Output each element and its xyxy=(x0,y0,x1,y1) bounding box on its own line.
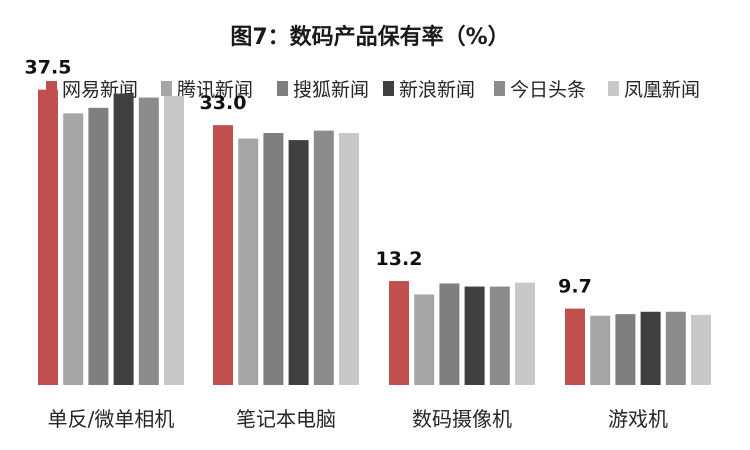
bar xyxy=(590,315,611,385)
legend-label: 今日头条 xyxy=(510,79,586,101)
bar xyxy=(665,311,686,385)
category-axis: 单反/微单相机 笔记本电脑 数码摄像机 游戏机 xyxy=(48,407,668,431)
category-label: 单反/微单相机 xyxy=(48,407,175,431)
category-label: 笔记本电脑 xyxy=(236,407,336,431)
category-label: 数码摄像机 xyxy=(412,407,512,431)
bar xyxy=(88,107,109,386)
bar xyxy=(238,138,259,385)
bar-groups xyxy=(38,89,711,386)
bar xyxy=(288,140,309,385)
bar xyxy=(339,133,359,385)
data-label: 33.0 xyxy=(200,92,247,114)
bar xyxy=(164,95,184,386)
bar xyxy=(640,311,661,385)
legend-swatch xyxy=(277,81,288,96)
legend-label: 新浪新闻 xyxy=(399,79,475,101)
data-label: 9.7 xyxy=(558,276,592,298)
legend-swatch xyxy=(383,81,394,96)
legend-swatch xyxy=(46,81,57,96)
bar xyxy=(565,308,585,385)
legend-label: 搜狐新闻 xyxy=(293,79,369,101)
bar xyxy=(389,281,409,385)
bar xyxy=(313,130,334,385)
legend: 网易新闻 腾讯新闻 搜狐新闻 新浪新闻 今日头条 凤凰新闻 xyxy=(46,79,700,101)
bar xyxy=(113,93,134,385)
bar xyxy=(691,314,711,385)
bar xyxy=(213,125,233,385)
bar xyxy=(615,314,636,385)
legend-swatch xyxy=(494,81,505,96)
bar xyxy=(138,97,159,385)
legend-swatch xyxy=(608,81,619,96)
data-label: 13.2 xyxy=(376,248,423,270)
legend-label: 凤凰新闻 xyxy=(624,79,700,101)
legend-swatch xyxy=(161,81,172,96)
category-label: 游戏机 xyxy=(608,407,668,431)
bar xyxy=(414,294,435,385)
bar xyxy=(464,286,485,385)
bar xyxy=(489,286,510,385)
legend-label: 腾讯新闻 xyxy=(177,79,253,101)
data-label: 37.5 xyxy=(25,57,72,79)
chart-title: 图7：数码产品保有率（%） xyxy=(230,24,509,50)
bar xyxy=(515,282,535,385)
bar xyxy=(38,89,58,385)
bar xyxy=(263,133,284,385)
bar xyxy=(63,113,84,385)
data-labels: 37.5 33.0 13.2 9.7 xyxy=(25,57,592,298)
bar xyxy=(439,283,460,385)
